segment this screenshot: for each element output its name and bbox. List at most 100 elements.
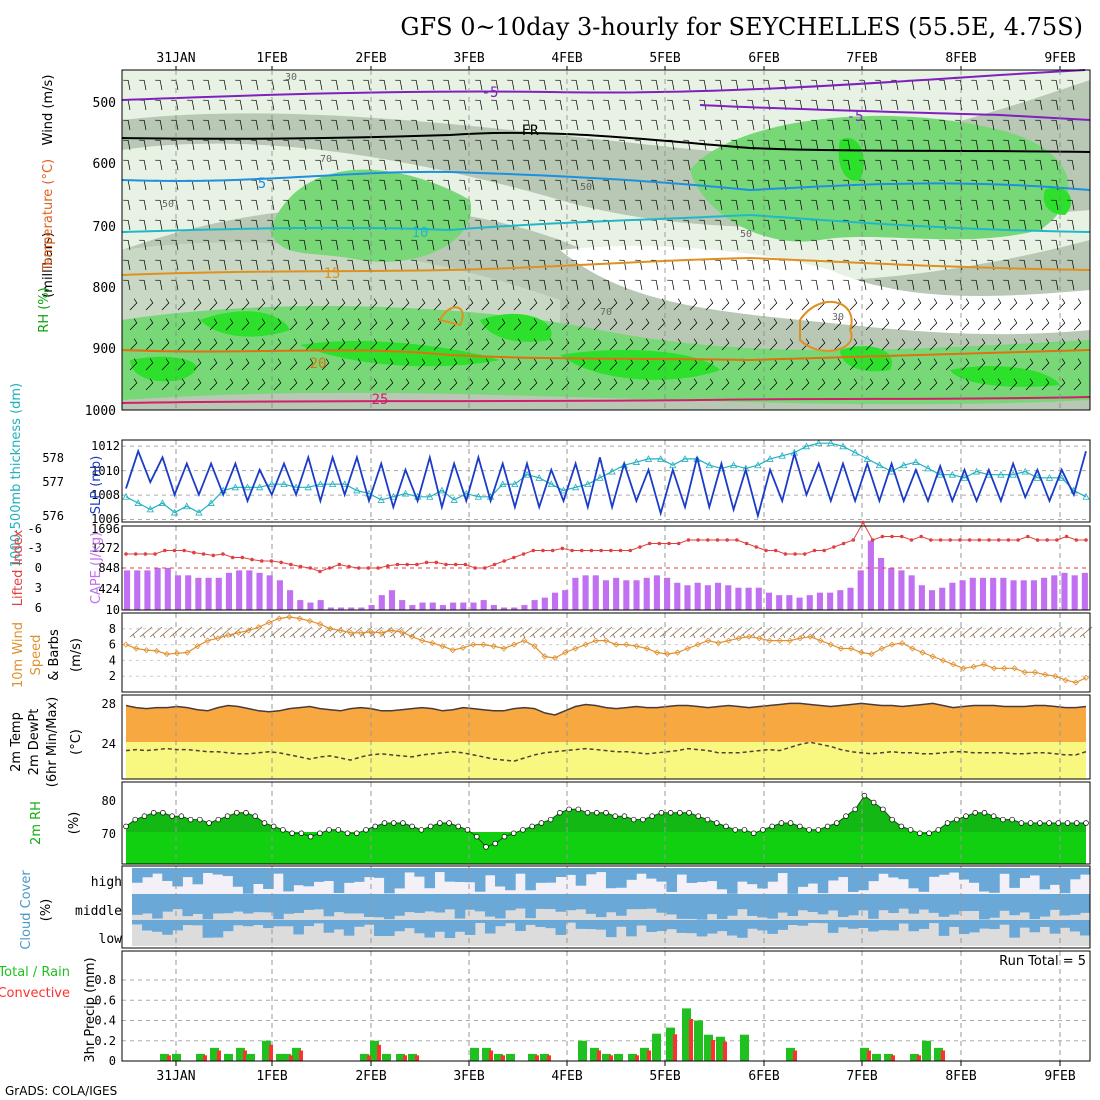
wind-barb xyxy=(475,119,483,131)
wind-barb xyxy=(497,378,506,391)
wind-barb xyxy=(507,199,515,211)
rh2m-point xyxy=(547,816,554,823)
wind-barb xyxy=(955,239,963,251)
wind-barb xyxy=(225,298,234,311)
wind-barb xyxy=(1035,139,1043,151)
precip-convective-bar xyxy=(403,1055,407,1061)
thickness-point xyxy=(231,483,240,491)
rh2m-point xyxy=(787,820,794,826)
cloud-cover-bar xyxy=(222,868,234,877)
wind-barb xyxy=(369,358,378,371)
precip-convective-bar xyxy=(367,1055,371,1061)
wind-barb xyxy=(203,279,211,291)
wind-barb-10m xyxy=(609,626,623,639)
wind-barb xyxy=(843,199,851,211)
cloud-cover-bar xyxy=(263,894,274,913)
thickness-point xyxy=(377,496,385,503)
rh2m-point xyxy=(234,809,240,816)
wind-speed-point xyxy=(888,641,896,648)
wind-barb xyxy=(363,259,371,271)
precip-convective-bar xyxy=(547,1055,551,1061)
rh-saturated-area xyxy=(300,340,500,367)
wind-barb xyxy=(779,199,787,211)
wind-barb xyxy=(427,99,435,111)
wind-barb xyxy=(1067,199,1075,211)
thickness-point xyxy=(814,439,823,447)
wind-barb xyxy=(491,279,499,291)
precip-convective-bar xyxy=(917,1055,921,1061)
wind-barb xyxy=(1019,259,1027,271)
wind-barb xyxy=(923,239,931,251)
cloud-cover-bar xyxy=(555,868,567,877)
wind-barb-10m xyxy=(299,626,313,639)
cloud-cover-bar xyxy=(938,868,950,875)
wind-barb xyxy=(379,179,387,191)
wind-barb xyxy=(353,358,362,371)
cloud-cover-bar xyxy=(1009,868,1020,888)
cloud-cover-bar xyxy=(1049,894,1061,910)
wind-speed-point xyxy=(276,615,283,622)
wind-barb xyxy=(891,279,899,291)
wind-barb xyxy=(939,179,947,191)
wind-barb xyxy=(859,99,867,111)
rh-contour-label: 30 xyxy=(285,72,297,83)
thickness-point xyxy=(207,499,215,506)
thickness-tick: 577 xyxy=(42,475,64,489)
wind-speed-point xyxy=(674,649,681,656)
lifted-index-point xyxy=(531,548,536,553)
wind-speed-point xyxy=(306,617,313,624)
rh2m-point xyxy=(972,809,978,816)
wind-barb xyxy=(219,199,227,211)
wind-speed-point xyxy=(929,653,936,660)
wind-barb xyxy=(1025,318,1034,331)
lifted-index-point xyxy=(1084,538,1088,542)
rh2m-point xyxy=(714,820,720,826)
wind-barb xyxy=(443,179,451,191)
lifted-index-point xyxy=(415,562,419,567)
wind-barb xyxy=(219,119,227,131)
wind-barb xyxy=(971,219,979,231)
wind-speed-point xyxy=(715,639,722,647)
wind-barb xyxy=(961,338,970,351)
wind-barb xyxy=(235,239,243,251)
wind-barb xyxy=(779,99,787,111)
wind-barb xyxy=(283,239,291,251)
cloud-cover-bar xyxy=(767,920,778,934)
rh2m-point xyxy=(649,813,655,819)
rh2m-point xyxy=(464,827,471,833)
wind-speed-point xyxy=(388,627,395,634)
cloud-cover-bar xyxy=(162,868,173,881)
cloud-cover-bar xyxy=(837,920,849,928)
rh2m-point xyxy=(381,820,388,826)
cape-bar xyxy=(388,590,396,610)
wind-barb xyxy=(683,79,691,91)
wind-barb xyxy=(449,378,458,391)
wind-barb xyxy=(177,358,186,371)
wind-barb xyxy=(747,219,755,231)
thickness-point xyxy=(1058,474,1066,481)
wind-barb xyxy=(721,378,730,391)
wind-barb xyxy=(369,338,378,351)
cloud-cover-bar xyxy=(505,920,516,924)
wind-barb xyxy=(251,219,259,231)
rh2m-point xyxy=(326,827,332,833)
cloud-cover-bar xyxy=(716,920,728,932)
lifted-index-point xyxy=(773,548,778,553)
cloud-level-label: middle xyxy=(75,904,122,919)
wind-barb xyxy=(625,378,634,391)
cloud-cover-bar xyxy=(686,868,698,883)
wind-barb xyxy=(961,378,970,391)
wind-barb xyxy=(891,219,899,231)
thickness-point xyxy=(851,448,859,456)
wind-barb xyxy=(555,139,563,151)
wind-barb xyxy=(427,179,435,191)
cloud-cover-bar xyxy=(555,894,567,912)
precip-total-bar xyxy=(282,1053,291,1061)
cloud-cover-bar xyxy=(858,868,869,891)
cloud-cover-bar xyxy=(343,868,355,883)
wind-barb xyxy=(385,338,394,351)
wind-speed-point xyxy=(1021,669,1028,676)
wind-barb xyxy=(939,239,947,251)
wind-barb xyxy=(747,79,755,91)
